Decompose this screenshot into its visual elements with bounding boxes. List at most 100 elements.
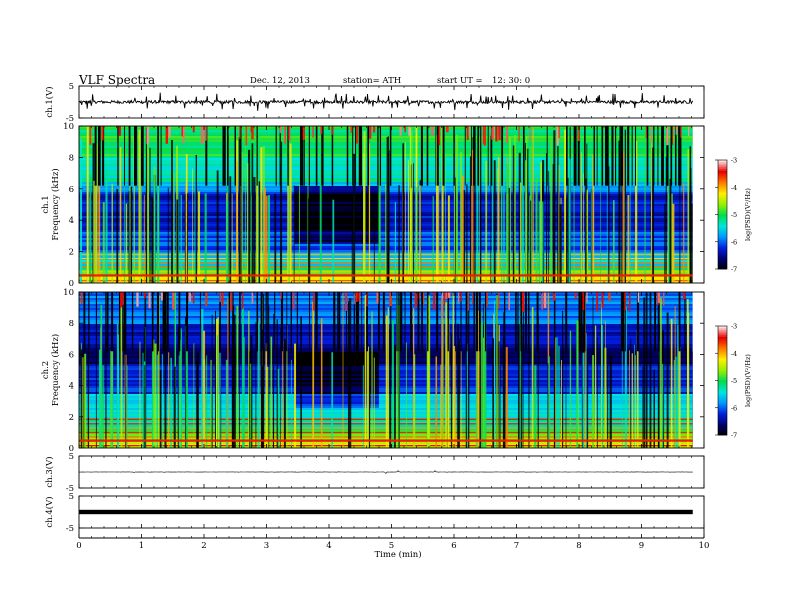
dark-column: [128, 126, 131, 186]
sferic-streak: [586, 348, 589, 448]
dark-column: [131, 292, 134, 352]
dark-column: [580, 292, 582, 352]
spectrogram-quiet-row: [294, 366, 379, 369]
burst-mark: [192, 292, 195, 304]
dark-column: [299, 126, 302, 186]
dark-column: [435, 126, 437, 186]
sferic-streak: [629, 350, 630, 448]
dark-column: [453, 126, 455, 186]
burst-mark: [313, 292, 315, 311]
colorbar-step: [718, 259, 727, 263]
dark-column: [536, 292, 539, 352]
dark-column: [661, 126, 663, 186]
colorbar-step: [718, 219, 727, 223]
colorbar-step: [718, 387, 727, 390]
y-tick-label: 2: [69, 413, 74, 423]
colorbar-step: [718, 236, 727, 239]
sferic-streak: [547, 363, 549, 448]
burst-mark: [120, 292, 124, 305]
dark-column: [522, 126, 525, 186]
x-tick-label: 8: [576, 541, 581, 551]
colorbar-step: [718, 425, 727, 429]
sferic-streak: [149, 147, 151, 283]
sferic-streak: [389, 328, 392, 448]
sferic-streak: [373, 195, 375, 283]
sferic-streak: [569, 330, 572, 448]
spectrogram-quiet-row: [294, 400, 379, 403]
sferic-streak: [635, 355, 636, 448]
sferic-streak: [662, 363, 664, 448]
sferic-streak: [474, 185, 476, 283]
colorbar-step: [718, 167, 727, 170]
sferic-streak: [385, 184, 387, 283]
y-tick-label: 8: [69, 153, 74, 163]
dark-column: [118, 292, 121, 352]
y-tick-label: 5: [69, 492, 74, 502]
sferic-streak: [193, 343, 195, 448]
sferic-streak: [636, 329, 639, 448]
spectrogram-quiet-row: [294, 224, 379, 227]
burst-mark: [443, 292, 446, 305]
dark-column: [611, 126, 614, 186]
spectrogram-quiet-row: [294, 194, 379, 197]
sferic-streak: [608, 166, 610, 283]
sferic-streak: [582, 352, 585, 448]
dark-column: [583, 292, 586, 352]
sferic-streak: [80, 349, 83, 448]
sferic-streak: [216, 170, 219, 283]
sferic-streak: [683, 183, 685, 283]
burst-mark: [483, 126, 486, 146]
sferic-streak: [171, 139, 173, 283]
dark-column: [427, 292, 429, 352]
dark-column: [366, 292, 369, 352]
spectrogram-row: [79, 296, 693, 299]
dark-column: [478, 292, 481, 352]
sferic-streak: [249, 363, 252, 448]
burst-mark: [543, 292, 547, 309]
burst-mark: [447, 292, 451, 299]
colorbar-step: [718, 418, 727, 421]
burst-mark: [491, 126, 494, 140]
y-tick-label: 6: [69, 350, 74, 360]
burst-mark: [423, 292, 425, 305]
dark-column: [679, 126, 682, 186]
dark-column: [477, 126, 480, 186]
spectrogram-quiet-row: [294, 370, 379, 373]
dark-column: [156, 292, 160, 352]
spectrogram-row: [79, 158, 693, 161]
sferic-streak: [368, 143, 371, 283]
spectrogram-row: [79, 140, 693, 143]
burst-mark: [168, 126, 171, 138]
colorbar-tick-label: -5: [731, 211, 737, 219]
dark-column: [239, 126, 242, 186]
burst-mark: [596, 292, 599, 312]
sferic-streak: [497, 157, 500, 283]
colorbar-step: [718, 367, 727, 370]
sferic-streak: [477, 350, 479, 448]
sferic-streak: [151, 197, 154, 283]
sferic-streak: [289, 143, 292, 283]
spectrogram-quiet-row: [294, 240, 379, 243]
sferic-streak: [342, 293, 344, 448]
sferic-streak: [236, 305, 239, 448]
sferic-streak: [450, 334, 453, 448]
burst-mark: [192, 126, 195, 133]
dark-column: [523, 292, 525, 352]
spectrogram-row: [79, 126, 693, 129]
dark-column: [355, 126, 357, 186]
sferic-streak: [634, 344, 635, 448]
burst-mark: [460, 292, 462, 302]
ch1-spectrogram-panel: 0 2 4 6 8 10 ch.1 Frequency (kHz) -3 -4 -5 -6 -7 log(…: [41, 122, 752, 289]
spectrogram-quiet-row: [294, 404, 379, 407]
sferic-streak: [535, 177, 538, 283]
sferic-streak: [624, 137, 625, 283]
sferic-streak: [562, 310, 564, 448]
sferic-streak: [176, 199, 179, 283]
sferic-streak: [426, 307, 428, 448]
spectrogram-quiet-row: [294, 372, 379, 375]
sferic-streak: [622, 151, 625, 283]
dark-column: [234, 126, 236, 186]
sferic-streak: [319, 153, 322, 283]
sferic-streak: [266, 366, 269, 448]
dark-column: [528, 292, 530, 352]
